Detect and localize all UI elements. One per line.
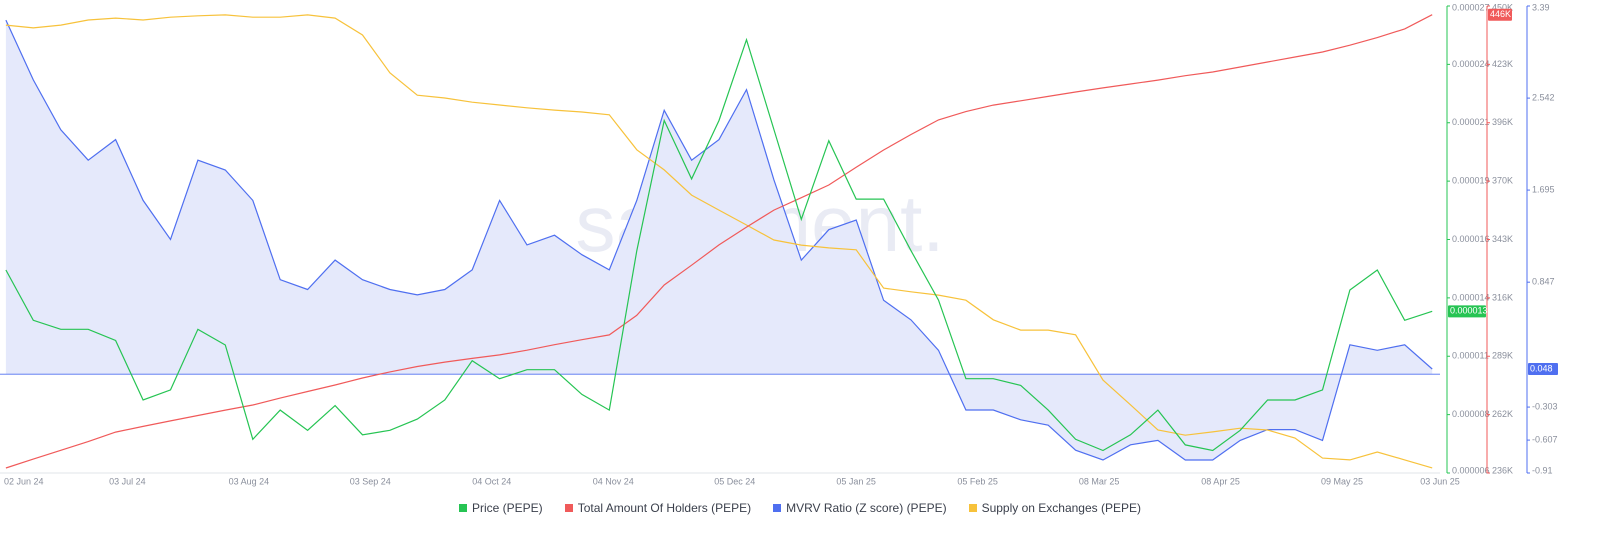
x-tick-label: 09 May 25 bbox=[1321, 476, 1363, 486]
x-tick-label: 02 Jun 24 bbox=[4, 476, 44, 486]
series-line bbox=[5, 19, 1433, 461]
y-tick-label: 450K bbox=[1492, 2, 1513, 12]
current-value-badge bbox=[1488, 8, 1512, 21]
area bbox=[5, 20, 1433, 460]
x-tick-label: 08 Mar 25 bbox=[1079, 476, 1120, 486]
current-value-badge bbox=[1448, 305, 1486, 318]
current-value-label: 0.048 bbox=[1530, 363, 1553, 373]
y-tick-label: 0.000011 bbox=[1452, 351, 1489, 361]
legend-swatch bbox=[564, 504, 573, 512]
legend-label: MVRV Ratio (Z score) (PEPE) bbox=[786, 501, 947, 515]
y-tick-label: 0.000006 bbox=[1452, 465, 1490, 475]
y-tick-label: 370K bbox=[1492, 176, 1513, 186]
y-tick-label: -0.303 bbox=[1532, 401, 1558, 411]
series-line bbox=[5, 37, 1433, 452]
y-tick-label: 2.542 bbox=[1532, 92, 1555, 102]
x-tick-label: 05 Dec 24 bbox=[714, 476, 755, 486]
x-tick-label: 03 Sep 24 bbox=[350, 476, 391, 486]
y-tick-label: 0.847 bbox=[1532, 277, 1555, 287]
current-value-label: 0.000013 bbox=[1450, 306, 1488, 316]
y-tick-label: 316K bbox=[1492, 292, 1513, 302]
y-tick-label: -0.607 bbox=[1532, 434, 1558, 444]
legend: Price (PEPE) Total Amount Of Holders (PEP… bbox=[0, 501, 1600, 515]
legend-swatch bbox=[459, 504, 467, 512]
x-tick-label: 05 Jan 25 bbox=[836, 476, 876, 486]
legend-label: Supply on Exchanges (PEPE) bbox=[981, 501, 1141, 515]
legend-label: Price (PEPE) bbox=[472, 501, 543, 515]
y-tick-label: 0.000016 bbox=[1452, 234, 1490, 244]
legend-label: Total Amount Of Holders (PEPE) bbox=[577, 501, 752, 515]
y-tick-label: 423K bbox=[1492, 59, 1513, 69]
x-tick-label: 03 Jul 24 bbox=[109, 476, 146, 486]
y-tick-label: 236K bbox=[1492, 465, 1513, 475]
current-value-label: 446K bbox=[1490, 9, 1511, 19]
y-tick-label: 3.39 bbox=[1532, 2, 1550, 12]
x-tick-label: 04 Nov 24 bbox=[593, 476, 634, 486]
legend-item[interactable]: MVRV Ratio (Z score) (PEPE) bbox=[773, 501, 947, 515]
y-tick-label: 262K bbox=[1492, 409, 1513, 419]
y-tick-label: 343K bbox=[1492, 234, 1513, 244]
y-tick-label: -0.91 bbox=[1532, 465, 1553, 475]
y-tick-label: 0.000014 bbox=[1452, 292, 1490, 302]
current-value-badge bbox=[1528, 362, 1558, 375]
x-tick-label: 04 Oct 24 bbox=[472, 476, 511, 486]
y-tick-label: 0.000027 bbox=[1452, 2, 1490, 12]
legend-swatch bbox=[773, 504, 782, 512]
x-tick-label: 08 Apr 25 bbox=[1201, 476, 1240, 486]
y-tick-label: 0.000019 bbox=[1452, 176, 1490, 186]
y-tick-label: 396K bbox=[1492, 117, 1513, 127]
series-line bbox=[5, 14, 1433, 469]
y-tick-label: 289K bbox=[1492, 351, 1513, 361]
y-tick-label: 0.000021 bbox=[1452, 117, 1490, 127]
y-tick-label: 1.695 bbox=[1532, 184, 1555, 194]
legend-swatch bbox=[968, 504, 977, 512]
y-tick-label: 0.000008 bbox=[1452, 409, 1490, 419]
legend-item[interactable]: Supply on Exchanges (PEPE) bbox=[968, 501, 1141, 515]
x-tick-label: 03 Aug 24 bbox=[229, 476, 270, 486]
y-tick-label: 0.000024 bbox=[1452, 59, 1490, 69]
legend-item[interactable]: Price (PEPE) bbox=[459, 501, 543, 515]
x-tick-label: 05 Feb 25 bbox=[957, 476, 998, 486]
legend-item[interactable]: Total Amount Of Holders (PEPE) bbox=[564, 501, 752, 515]
x-tick-label: 03 Jun 25 bbox=[1420, 476, 1460, 486]
